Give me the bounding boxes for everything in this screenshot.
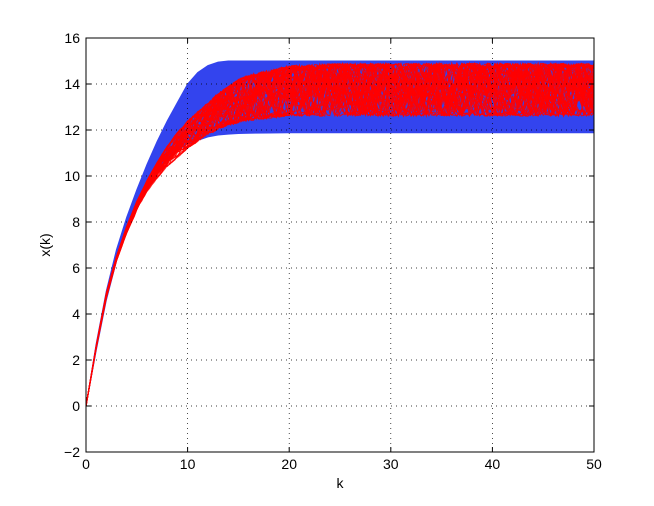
- y-tick-label: 2: [72, 352, 80, 368]
- trajectory-line: [86, 63, 594, 407]
- trajectory-line: [86, 62, 594, 407]
- y-tick-label: 4: [72, 306, 80, 322]
- trajectory-line: [86, 62, 594, 407]
- grid: [86, 38, 594, 452]
- trajectory-line: [86, 87, 594, 407]
- x-tick-label: 0: [82, 456, 90, 472]
- x-tick-label: 10: [180, 456, 196, 472]
- y-tick-label: 0: [72, 398, 80, 414]
- x-tick-label: 50: [586, 456, 602, 472]
- y-tick-label: 8: [72, 214, 80, 230]
- axes-box: [85, 37, 595, 453]
- y-tick-label: −2: [64, 444, 80, 460]
- y-tick-label: 10: [64, 168, 80, 184]
- y-tick-label: 14: [64, 76, 80, 92]
- x-axis-label: k: [337, 475, 345, 491]
- y-tick-label: 12: [64, 122, 80, 138]
- trajectory-line: [86, 65, 594, 407]
- x-tick-label: 40: [485, 456, 501, 472]
- y-tick-label: 6: [72, 260, 80, 276]
- plot-area: [86, 60, 594, 407]
- x-tick-label: 20: [281, 456, 297, 472]
- y-tick-label: 16: [64, 30, 80, 46]
- y-axis-label: x(k): [37, 233, 53, 256]
- x-tick-label: 30: [383, 456, 399, 472]
